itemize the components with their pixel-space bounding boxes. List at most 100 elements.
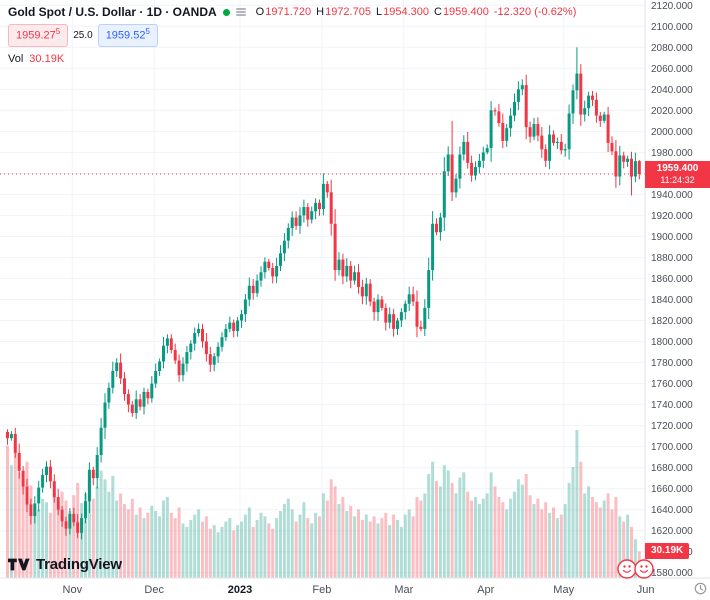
market-open-icon [222, 8, 230, 16]
volume-bar [364, 514, 368, 578]
svg-text:1900.000: 1900.000 [651, 232, 693, 243]
time-axis[interactable]: Nov Dec 2023 Feb Mar Apr May Jun [0, 577, 710, 600]
candle [341, 259, 345, 277]
volume-bar [575, 430, 579, 578]
volume-bar [169, 512, 173, 578]
candle [6, 431, 9, 439]
volume-bar [48, 512, 52, 578]
symbol-title[interactable]: Gold Spot / U.S. Dollar · 1D · OANDA [8, 5, 217, 19]
volume-bar [314, 512, 318, 578]
price-axis[interactable]: 1580.0001600.0001620.0001640.0001660.000… [644, 0, 710, 600]
candle [302, 207, 306, 216]
volume-bar [333, 486, 337, 578]
candle [115, 362, 119, 371]
svg-text:2120.000: 2120.000 [651, 1, 693, 12]
volume-bar [450, 482, 454, 578]
buy-button[interactable]: 1959.525 [97, 24, 158, 47]
volume-bar [286, 498, 290, 578]
volume-indicator-row: Vol 30.19K [8, 53, 576, 65]
svg-text:1640.000: 1640.000 [651, 505, 693, 516]
candle [591, 95, 594, 100]
tradingview-logo[interactable]: TradingView [8, 556, 122, 573]
volume-bar [294, 521, 298, 578]
candle [99, 427, 103, 455]
volume-bar [567, 482, 571, 578]
candle [353, 272, 357, 281]
volume-bar [368, 521, 372, 578]
candle [497, 111, 501, 123]
volume-bar [267, 523, 271, 578]
volume-bar [388, 525, 392, 578]
volume-bar [208, 528, 212, 578]
volume-bar [435, 481, 438, 578]
last-price-label: 1959.400 11:24:32 [645, 161, 710, 188]
volume-bar [197, 509, 201, 578]
candle [91, 469, 95, 479]
candle [403, 303, 407, 313]
emoji-reaction-buttons[interactable] [615, 557, 657, 586]
svg-text:Feb: Feb [312, 584, 331, 596]
candle [633, 161, 637, 177]
candle [263, 261, 267, 273]
last-price-value: 1959.400 [656, 163, 699, 174]
volume-bar [396, 519, 399, 578]
candle [559, 141, 563, 151]
volume-bar [282, 504, 286, 578]
volume-bar [423, 493, 427, 578]
grid-lines [0, 0, 645, 578]
candle [41, 475, 45, 488]
svg-text:Dec: Dec [144, 584, 164, 596]
volume-bar [583, 493, 587, 578]
volume-bar [271, 528, 275, 578]
candle [329, 192, 333, 224]
svg-text:1820.000: 1820.000 [651, 316, 693, 327]
volume-bar [438, 486, 442, 578]
legend-menu-icon[interactable] [235, 7, 246, 17]
volume-bar [462, 472, 466, 578]
candle [579, 73, 583, 115]
sell-button[interactable]: 1959.275 [8, 24, 69, 47]
candle [138, 399, 142, 407]
volume-bar [579, 461, 583, 578]
candle [165, 338, 169, 346]
candle [470, 162, 474, 176]
candle [454, 178, 458, 193]
candle [513, 101, 516, 116]
volume-bar [614, 497, 618, 578]
candle [575, 73, 579, 91]
candle [197, 328, 201, 334]
volume-bar [150, 505, 154, 578]
volume-bar [419, 500, 423, 578]
tradingview-mark-icon [8, 558, 30, 571]
volume-bar [360, 519, 364, 578]
volume-bar [466, 491, 470, 578]
volume-bar [247, 507, 251, 578]
volume-bar [606, 493, 610, 578]
svg-text:Jun: Jun [637, 584, 655, 596]
volume-bar [306, 518, 310, 578]
tradingview-logo-text: TradingView [36, 556, 122, 573]
candle [555, 141, 559, 143]
volume-bar [544, 502, 548, 578]
candle [450, 154, 454, 193]
emoji-face-icon [634, 559, 654, 579]
time-axis-settings-icon[interactable] [694, 582, 707, 600]
candle [399, 312, 403, 321]
volume-bar [571, 467, 575, 578]
candle [158, 361, 162, 371]
candle [271, 268, 275, 277]
candle [598, 115, 602, 121]
volume-bar [349, 505, 353, 578]
candle [423, 307, 427, 329]
candle [224, 328, 228, 338]
candle [25, 486, 29, 505]
candle [154, 371, 158, 384]
candle [411, 294, 415, 302]
candle [505, 128, 509, 141]
volume-bar [95, 486, 99, 578]
volume-bar [310, 523, 314, 578]
volume-bar [275, 518, 279, 578]
volume-bar [598, 507, 602, 578]
volume-bar [618, 516, 622, 578]
